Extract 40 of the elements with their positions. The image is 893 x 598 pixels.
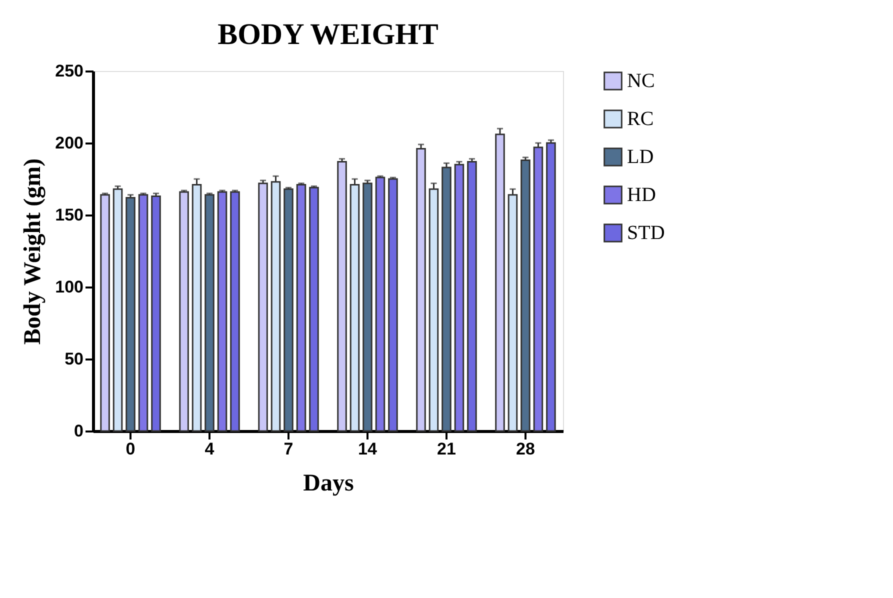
bar — [296, 184, 306, 432]
bar — [309, 186, 319, 432]
legend-label: LD — [627, 146, 654, 168]
bar — [442, 166, 452, 432]
legend-label: STD — [627, 222, 665, 244]
bar — [428, 188, 439, 432]
bar — [508, 194, 518, 432]
legend-label: RC — [627, 108, 654, 130]
bar — [217, 191, 228, 432]
bar — [100, 194, 110, 432]
x-tick-label: 7 — [284, 440, 294, 458]
x-tick-label: 21 — [437, 440, 456, 458]
x-tick-label: 4 — [204, 440, 215, 458]
y-tick-label: 150 — [55, 206, 84, 224]
bar — [416, 148, 426, 432]
chart-title: BODY WEIGHT — [218, 18, 438, 51]
bar — [230, 191, 240, 432]
bar — [270, 181, 281, 432]
x-tick-label: 14 — [358, 440, 378, 458]
y-tick-label: 50 — [64, 350, 84, 368]
bar — [192, 184, 202, 432]
bar — [350, 184, 360, 432]
y-tick-label: 0 — [74, 422, 84, 440]
y-axis-title: Body Weight (gm) — [20, 158, 46, 345]
bar — [495, 134, 505, 432]
x-axis-title: Days — [303, 470, 354, 496]
y-tick-label: 200 — [55, 134, 84, 152]
bar — [375, 176, 386, 432]
bar — [388, 178, 398, 432]
legend-label: NC — [627, 70, 655, 92]
y-tick-label: 100 — [55, 278, 84, 296]
bar — [204, 194, 214, 432]
bar — [138, 194, 148, 432]
x-tick-label: 0 — [126, 440, 136, 458]
bar — [179, 191, 189, 432]
y-tick-label: 250 — [55, 62, 84, 80]
x-tick-label: 28 — [516, 440, 535, 458]
bar — [533, 146, 544, 432]
legend-label: HD — [627, 184, 656, 206]
bar — [284, 188, 294, 432]
